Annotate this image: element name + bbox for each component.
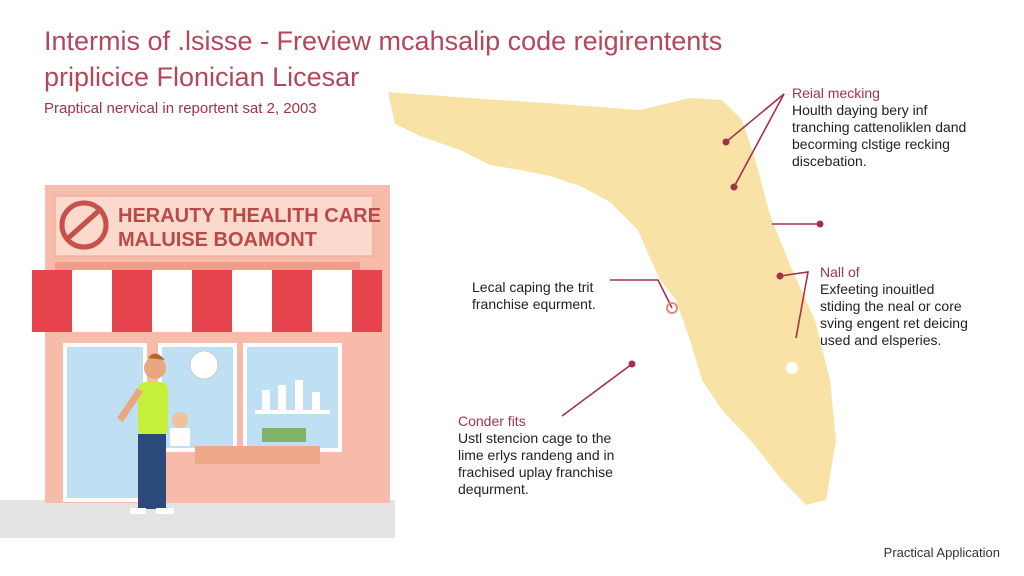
map-marker	[666, 302, 678, 314]
door	[63, 343, 147, 502]
sign-logo	[59, 200, 109, 250]
callout-line: stiding the neal or core	[820, 298, 962, 314]
callout-lines	[561, 93, 820, 417]
florida-map	[388, 92, 836, 505]
counter	[195, 446, 320, 464]
callout-line: Ustl stencion cage to the	[458, 430, 612, 446]
callout: Lecal caping the trit franchise equrment…	[472, 279, 596, 313]
callout: Reial mecking Houlth daying bery inf tra…	[792, 85, 966, 170]
callout-line: lime erlys randeng and in	[458, 447, 615, 463]
footer: Practical Application	[883, 545, 1000, 560]
sign-text: HERAUTY THEALITH CARE	[118, 205, 381, 227]
awning	[32, 270, 382, 332]
callout-line: Exfeeting inouitled	[820, 281, 935, 297]
window	[243, 343, 342, 452]
callout: Conder fits Ustl stencion cage to the li…	[458, 413, 614, 498]
person	[117, 353, 174, 514]
callout-dots	[628, 138, 824, 368]
callout-line: Lecal caping the trit	[472, 279, 594, 295]
callout-line: tranching cattenoliklen dand	[792, 119, 967, 135]
callout-line: frachised uplay franchise	[458, 464, 613, 480]
callout-line: Houlth daying bery inf	[792, 102, 928, 118]
callout-line: becorming clstige recking	[792, 136, 950, 152]
subtitle: Praptical nervical in reportent sat 2, 2…	[44, 100, 317, 117]
title: priplicice Flonician Licesar	[44, 62, 360, 92]
callout-heading: Nall of	[820, 264, 860, 280]
callout-line: used and elsperies.	[820, 332, 942, 348]
title: Intermis of .lsisse - Freview mcahsalip …	[44, 26, 723, 56]
callout-line: dequrment.	[458, 481, 529, 497]
callout-line: sving engent ret deicing	[820, 315, 968, 331]
callout-line: franchise equrment.	[472, 296, 596, 312]
callout-heading: Reial mecking	[792, 85, 880, 101]
sign-text: MALUISE BOAMONT	[118, 229, 317, 251]
callout-heading: Conder fits	[458, 413, 526, 429]
callout: Nall of Exfeeting inouitled stiding the …	[820, 264, 968, 349]
map-marker	[786, 362, 798, 374]
callout-line: discebation.	[792, 153, 867, 169]
sidewalk	[0, 500, 395, 538]
clock	[189, 350, 219, 380]
